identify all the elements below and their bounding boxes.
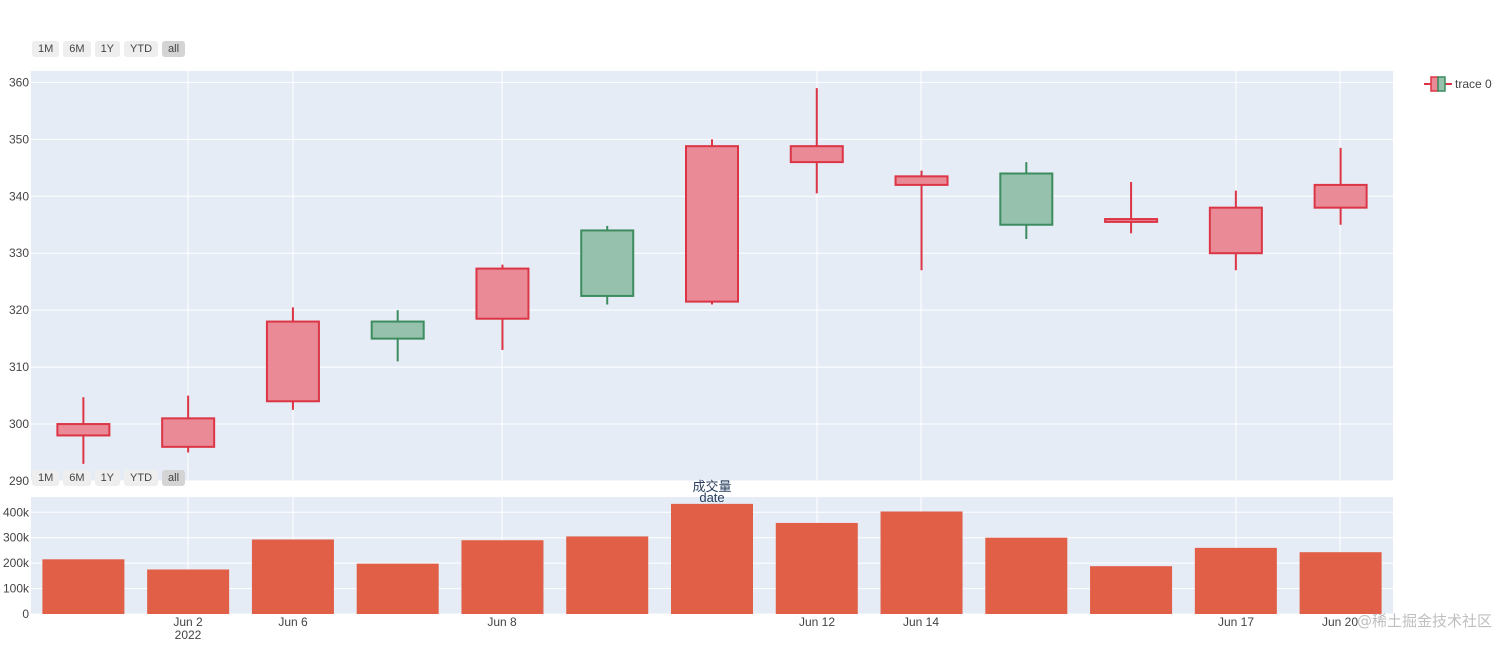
- range-selector-bottom: 1M 6M 1Y YTD all: [32, 470, 186, 486]
- candle: [265, 307, 320, 410]
- candle: [370, 310, 425, 362]
- legend: trace 0: [1424, 76, 1492, 92]
- volume-bar: [775, 522, 858, 614]
- range-button-1m[interactable]: 1M: [32, 470, 60, 486]
- x-tick-label: Jun 14: [903, 615, 939, 629]
- candle-body: [1208, 206, 1263, 255]
- legend-swatch-decreasing: [1430, 76, 1439, 92]
- price-y-tick-label: 350: [9, 132, 29, 146]
- price-y-tick-label: 340: [9, 189, 29, 203]
- volume-bar: [1194, 547, 1277, 614]
- candle-body: [265, 320, 320, 403]
- candle-body: [1104, 218, 1159, 223]
- candle-body: [475, 267, 530, 320]
- range-button-1y[interactable]: 1Y: [94, 41, 121, 57]
- range-button-ytd[interactable]: YTD: [124, 41, 159, 57]
- candle-body: [999, 172, 1054, 226]
- price-y-tick-label: 330: [9, 246, 29, 260]
- candle: [1208, 190, 1263, 271]
- price-y-tick-label: 300: [9, 417, 29, 431]
- candle-body: [1313, 183, 1368, 209]
- candle: [1104, 182, 1159, 234]
- volume-bar: [461, 540, 544, 614]
- price-y-tick-label: 360: [9, 75, 29, 89]
- range-button-6m[interactable]: 6M: [63, 41, 91, 57]
- candle: [789, 88, 844, 194]
- volume-bar: [1090, 566, 1173, 614]
- legend-entry-label: trace 0: [1455, 77, 1492, 91]
- candle: [999, 162, 1054, 239]
- x-tick-label: Jun 17: [1218, 615, 1254, 629]
- candle: [1313, 147, 1368, 225]
- candle: [685, 139, 739, 305]
- volume-y-tick-label: 200k: [3, 556, 30, 570]
- x-tick-label: Jun 20: [1322, 615, 1358, 629]
- range-button-all[interactable]: all: [162, 470, 186, 486]
- volume-bar: [671, 503, 753, 614]
- range-button-1y[interactable]: 1Y: [94, 470, 121, 486]
- candle-body: [789, 145, 844, 164]
- candle-body: [161, 417, 216, 448]
- volume-subplot-title: 成交量: [692, 479, 731, 494]
- x-year-label: 2022: [175, 628, 202, 642]
- volume-y-tick-label: 100k: [3, 582, 30, 596]
- x-tick-label: Jun 12: [799, 615, 835, 629]
- candle: [475, 264, 530, 351]
- volume-bar: [880, 511, 963, 614]
- candle: [161, 395, 216, 453]
- price-y-tick-label: 290: [9, 474, 29, 488]
- volume-bar: [1299, 552, 1382, 614]
- range-selector-top: 1M 6M 1Y YTD all: [32, 41, 186, 57]
- volume-bar: [356, 563, 439, 614]
- legend-swatch-increasing: [1437, 76, 1446, 92]
- price-y-tick-label: 320: [9, 303, 29, 317]
- candle: [56, 397, 111, 464]
- volume-bar: [42, 559, 125, 614]
- candle: [580, 225, 635, 305]
- candle-body: [56, 423, 111, 437]
- candle-body: [685, 145, 739, 303]
- price-y-tick-label: 310: [9, 360, 29, 374]
- range-button-ytd[interactable]: YTD: [124, 470, 159, 486]
- x-tick-label: Jun 8: [487, 615, 517, 629]
- candle-body: [580, 229, 635, 297]
- volume-bar: [985, 537, 1068, 614]
- volume-y-tick-label: 400k: [3, 505, 30, 519]
- volume-y-tick-label: 300k: [3, 531, 30, 545]
- candle: [894, 170, 949, 271]
- volume-bar: [147, 569, 230, 614]
- range-button-all[interactable]: all: [162, 41, 186, 57]
- range-button-6m[interactable]: 6M: [63, 470, 91, 486]
- candle-body: [370, 320, 425, 340]
- volume-y-tick-label: 0: [22, 607, 29, 621]
- x-tick-label: Jun 6: [278, 615, 308, 629]
- candle-body: [894, 175, 949, 186]
- watermark-text: @稀土掘金技术社区: [1357, 612, 1492, 630]
- range-button-1m[interactable]: 1M: [32, 41, 60, 57]
- volume-bar: [566, 536, 649, 614]
- x-tick-label: Jun 2: [173, 615, 203, 629]
- volume-x-axis-title: date: [699, 490, 724, 505]
- volume-bar: [251, 539, 334, 614]
